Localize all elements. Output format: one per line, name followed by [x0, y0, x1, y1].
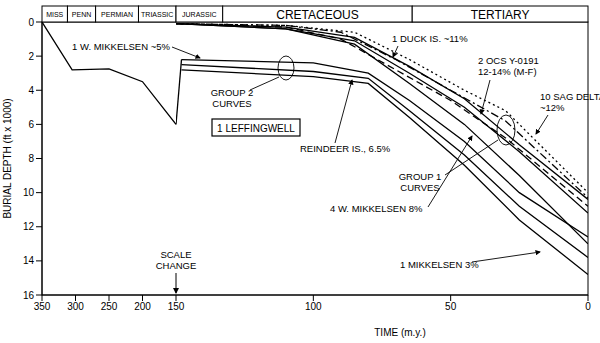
svg-text:2 OCS Y-019112-14% (M-F): 2 OCS Y-019112-14% (M-F): [478, 55, 539, 77]
svg-text:1 DUCK IS. ~11%: 1 DUCK IS. ~11%: [392, 33, 468, 44]
svg-text:16: 16: [23, 290, 35, 301]
svg-text:1 LEFFINGWELL: 1 LEFFINGWELL: [217, 123, 295, 134]
svg-text:1 W. MIKKELSEN ~5%: 1 W. MIKKELSEN ~5%: [72, 41, 170, 52]
svg-text:JURASSIC: JURASSIC: [182, 11, 217, 18]
svg-text:BURIAL DEPTH (ft x 1000): BURIAL DEPTH (ft x 1000): [8, 98, 13, 218]
svg-text:MISS: MISS: [46, 11, 63, 18]
svg-text:0: 0: [585, 301, 591, 312]
svg-text:TERTIARY: TERTIARY: [471, 8, 530, 22]
svg-text:PENN: PENN: [72, 11, 91, 18]
svg-text:200: 200: [134, 301, 151, 312]
svg-text:6: 6: [28, 119, 34, 130]
svg-text:GROUP 2CURVES: GROUP 2CURVES: [211, 87, 254, 109]
svg-text:14: 14: [23, 255, 35, 266]
svg-text:SCALECHANGE: SCALECHANGE: [156, 249, 197, 271]
svg-text:1 MIKKELSEN 3%: 1 MIKKELSEN 3%: [400, 259, 479, 270]
svg-text:10: 10: [23, 187, 35, 198]
svg-text:150: 150: [168, 301, 185, 312]
svg-text:100: 100: [305, 301, 322, 312]
svg-text:PERMIAN: PERMIAN: [101, 11, 133, 18]
svg-text:GROUP 1CURVES: GROUP 1CURVES: [399, 171, 442, 193]
svg-text:TRIASSIC: TRIASSIC: [141, 11, 173, 18]
svg-text:250: 250: [101, 301, 118, 312]
svg-text:350: 350: [34, 301, 51, 312]
svg-text:300: 300: [67, 301, 84, 312]
svg-text:10 SAG DELTA~12%: 10 SAG DELTA~12%: [540, 91, 592, 113]
svg-text:50: 50: [445, 301, 457, 312]
svg-text:0: 0: [28, 17, 34, 28]
svg-text:12: 12: [23, 221, 35, 232]
svg-text:CRETACEOUS: CRETACEOUS: [276, 8, 358, 22]
svg-text:TIME (m.y.): TIME (m.y.): [374, 327, 425, 338]
svg-text:8: 8: [28, 153, 34, 164]
svg-text:4: 4: [28, 85, 34, 96]
svg-text:REINDEER IS., 6.5%: REINDEER IS., 6.5%: [300, 143, 391, 154]
svg-text:4 W. MIKKELSEN 8%: 4 W. MIKKELSEN 8%: [330, 203, 423, 214]
svg-text:2: 2: [28, 51, 34, 62]
